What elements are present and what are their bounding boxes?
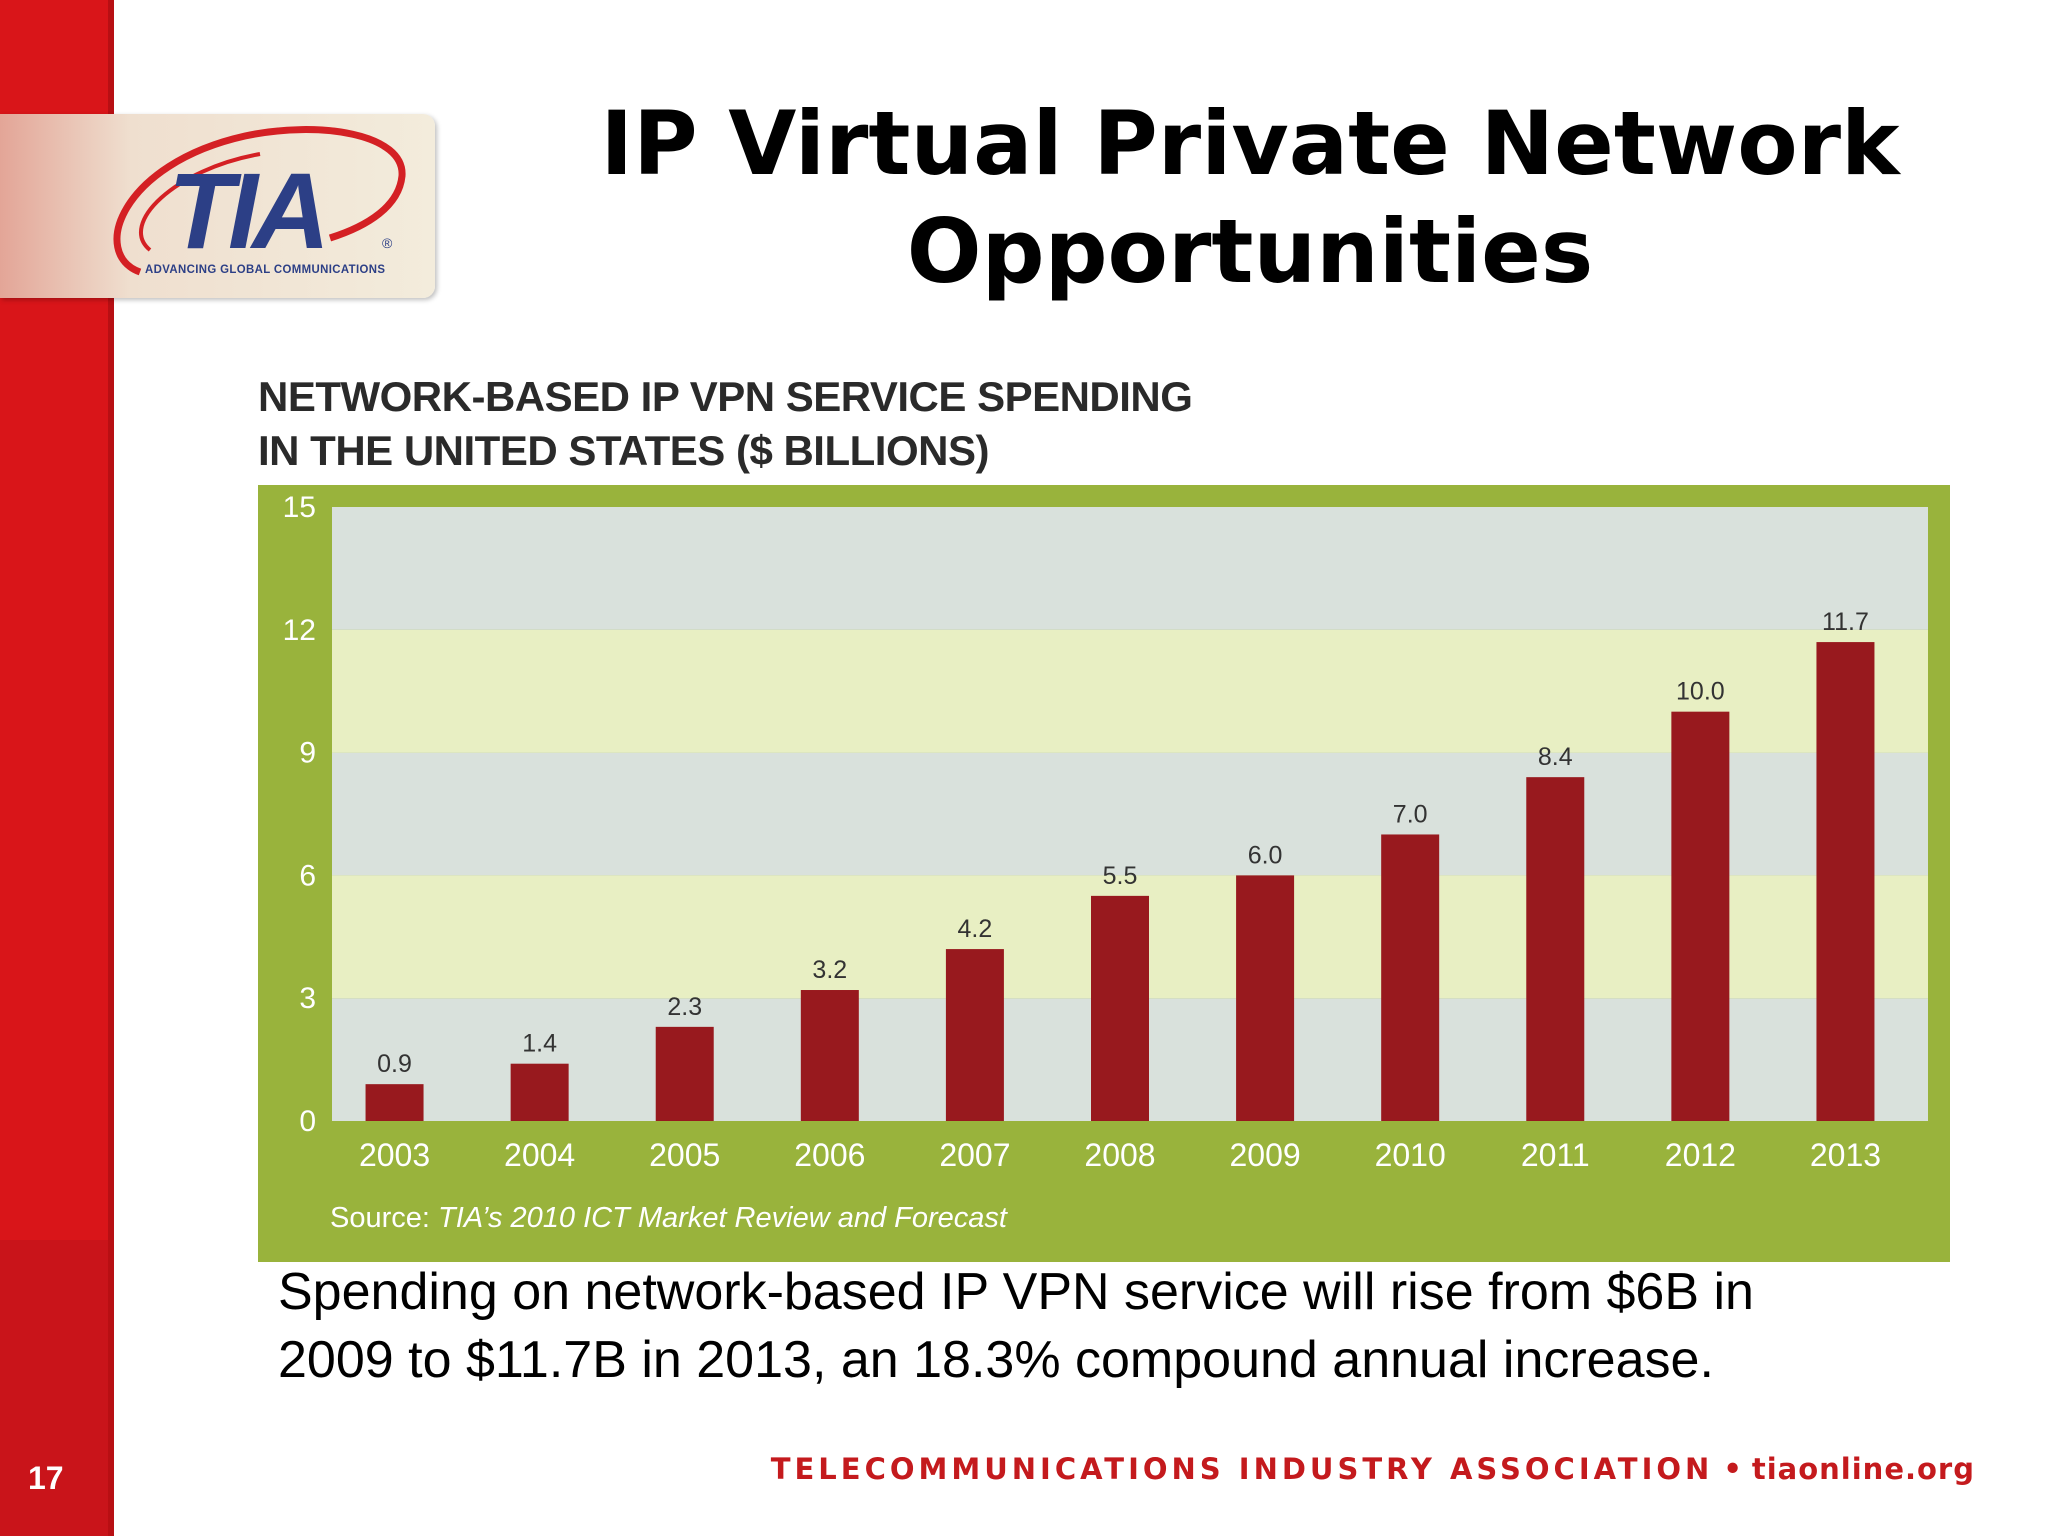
- bar-value-label: 7.0: [1393, 800, 1428, 828]
- y-tick-label: 3: [299, 982, 316, 1015]
- y-tick-label: 0: [299, 1105, 316, 1138]
- chart-band: [332, 752, 1928, 876]
- chart-title-line-2: IN THE UNITED STATES ($ BILLIONS): [258, 427, 989, 474]
- footer: TELECOMMUNICATIONS INDUSTRY ASSOCIATION •…: [0, 1452, 1975, 1486]
- chart-title-line-1: NETWORK-BASED IP VPN SERVICE SPENDING: [258, 373, 1193, 420]
- page-title-line-2: Opportunities: [906, 200, 1594, 303]
- bar-value-label: 1.4: [522, 1030, 557, 1058]
- chart-band: [332, 507, 1928, 630]
- bar-value-label: 2.3: [667, 993, 702, 1021]
- chart-source-prefix: Source:: [330, 1202, 430, 1234]
- bar: [655, 1026, 714, 1121]
- x-tick-label: 2009: [1229, 1137, 1300, 1173]
- x-tick-label: 2011: [1521, 1137, 1590, 1173]
- logo-tagline: ADVANCING GLOBAL COMMUNICATIONS: [145, 262, 386, 276]
- bar-value-label: 8.4: [1538, 743, 1573, 771]
- x-tick-label: 2005: [649, 1137, 720, 1173]
- x-tick-label: 2003: [359, 1137, 430, 1173]
- bar: [1671, 711, 1730, 1121]
- x-tick-label: 2007: [939, 1137, 1010, 1173]
- y-tick-label: 6: [299, 859, 316, 892]
- x-tick-label: 2008: [1084, 1137, 1155, 1173]
- bar: [1816, 642, 1875, 1121]
- footer-website: tiaonline.org: [1751, 1452, 1975, 1486]
- caption-line-1: Spending on network-based IP VPN service…: [278, 1263, 1754, 1321]
- bar: [1526, 777, 1585, 1121]
- footer-organization: TELECOMMUNICATIONS INDUSTRY ASSOCIATION: [770, 1452, 1714, 1486]
- footer-separator: •: [1723, 1452, 1742, 1486]
- y-tick-label: 9: [299, 737, 316, 770]
- bar-value-label: 0.9: [377, 1050, 412, 1078]
- y-tick-label: 12: [283, 614, 316, 647]
- bar-value-label: 11.7: [1822, 608, 1869, 636]
- caption-line-2: 2009 to $11.7B in 2013, an 18.3% compoun…: [278, 1331, 1714, 1389]
- bar-value-label: 6.0: [1248, 841, 1283, 869]
- x-tick-label: 2006: [794, 1137, 865, 1173]
- y-tick-label: 15: [283, 491, 316, 524]
- bar-chart: 0 3 6 9 12 15 0.9 1.4 2.3 3.2 4.2 5.5 6.0 7.0 8.4 10.0…: [258, 485, 1950, 1262]
- bar-value-label: 10.0: [1676, 678, 1725, 706]
- bar: [1091, 895, 1149, 1121]
- x-tick-label: 2013: [1810, 1137, 1881, 1173]
- registered-mark: ®: [382, 235, 393, 251]
- chart-heading: NETWORK-BASED IP VPN SERVICE SPENDING IN…: [258, 370, 1193, 478]
- bar-value-label: 5.5: [1103, 862, 1138, 890]
- chart-band: [332, 629, 1928, 753]
- tia-logo-mark-icon: TIA ®: [113, 126, 406, 276]
- slide-caption: Spending on network-based IP VPN service…: [278, 1258, 1978, 1394]
- bar-value-label: 4.2: [958, 915, 993, 943]
- bar: [1236, 875, 1295, 1121]
- chart-source: Source: TIA’s 2010 ICT Market Review and…: [330, 1202, 1009, 1234]
- bar: [365, 1084, 424, 1121]
- bar-value-label: 3.2: [812, 956, 847, 984]
- tia-logo: TIA ® ADVANCING GLOBAL COMMUNICATIONS: [0, 114, 435, 298]
- page-title: IP Virtual Private Network Opportunities: [540, 90, 1960, 306]
- logo-wordmark: TIA: [168, 150, 324, 271]
- bar: [1381, 834, 1440, 1121]
- bar: [800, 990, 859, 1121]
- slide-number: 17: [28, 1460, 64, 1496]
- x-tick-label: 2012: [1665, 1137, 1736, 1173]
- x-tick-label: 2004: [504, 1137, 575, 1173]
- chart-source-text: TIA’s 2010 ICT Market Review and Forecas…: [438, 1202, 1009, 1234]
- x-tick-label: 2010: [1375, 1137, 1446, 1173]
- sidebar-lower-band: [0, 1240, 112, 1536]
- bar: [510, 1063, 569, 1121]
- page-title-line-1: IP Virtual Private Network: [600, 92, 1900, 195]
- bar: [945, 949, 1004, 1121]
- sidebar-edge: [108, 0, 114, 1536]
